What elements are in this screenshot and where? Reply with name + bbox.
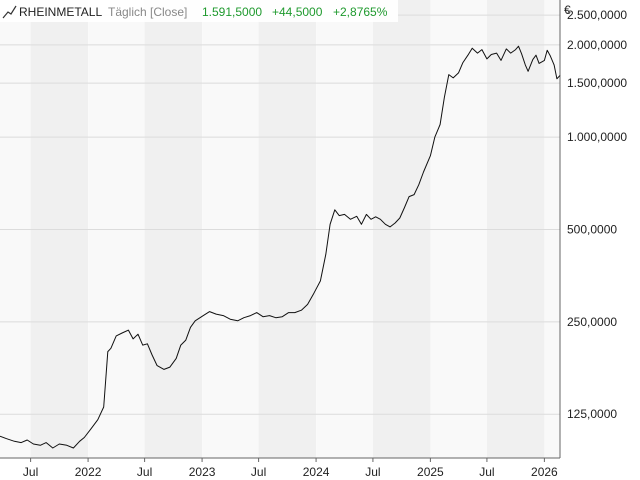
x-tick-label: 2025 [417, 465, 444, 479]
price-change: +44,5000 [272, 5, 323, 19]
time-band [316, 0, 373, 458]
chart-header: RHEINMETALL Täglich [Close] 1.591,5000 +… [0, 0, 398, 22]
time-band [486, 0, 545, 458]
chart-mode: Täglich [Close] [108, 5, 187, 19]
y-tick-label: 2.000,0000 [567, 38, 627, 52]
price-line [0, 45, 561, 449]
y-tick-label: 2.500,0000 [567, 8, 627, 22]
x-tick-label: Jul [23, 465, 38, 479]
time-band [430, 0, 487, 458]
time-band [88, 0, 145, 458]
year-bands [0, 0, 560, 458]
x-tick-label: Jul [479, 465, 494, 479]
x-tick-label: 2023 [189, 465, 216, 479]
y-tick-label: 500,0000 [567, 223, 617, 237]
x-tick-labels: Jul 2022 Jul 2023 Jul 2024 Jul 2025 Jul 2026 [23, 458, 558, 479]
y-tick-labels: 125,0000 250,0000 500,0000 1.000,0000 1.500,… [567, 8, 627, 421]
time-band [372, 0, 431, 458]
x-tick-label: Jul [137, 465, 152, 479]
x-tick-label: 2024 [303, 465, 330, 479]
y-tick-label: 1.500,0000 [567, 76, 627, 90]
y-tick-label: 125,0000 [567, 407, 617, 421]
price-change-percent: +2,8765% [333, 5, 388, 19]
time-band [0, 0, 31, 458]
x-tick-label: Jul [251, 465, 266, 479]
time-band [30, 0, 89, 458]
x-tick-label: Jul [365, 465, 380, 479]
series-layer [0, 45, 561, 449]
last-price: 1.591,5000 [202, 5, 262, 19]
line-chart-icon [2, 5, 17, 19]
y-tick-label: 1.000,0000 [567, 130, 627, 144]
x-tick-label: 2026 [531, 465, 558, 479]
time-band [258, 0, 317, 458]
y-tick-label: 250,0000 [567, 315, 617, 329]
time-band [144, 0, 203, 458]
x-tick-label: 2022 [75, 465, 102, 479]
time-band [544, 0, 560, 458]
time-band [202, 0, 259, 458]
header-background [0, 0, 398, 22]
symbol-name: RHEINMETALL [19, 5, 102, 19]
currency-label: € [564, 3, 571, 17]
grid-lines [0, 14, 560, 415]
